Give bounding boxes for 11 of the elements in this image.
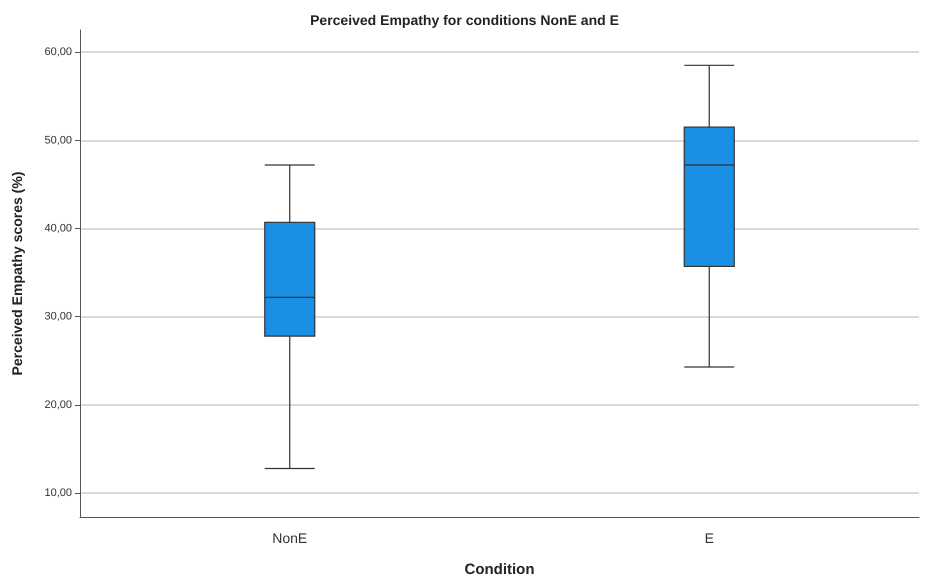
x-axis-title: Condition [464, 561, 534, 578]
y-tick-label: 40,00 [44, 222, 72, 235]
y-tick-label: 60,00 [44, 46, 72, 58]
x-tick-label: E [704, 530, 714, 546]
x-tick-label: NonE [272, 530, 308, 546]
y-tick-label: 20,00 [44, 398, 72, 411]
chart-title: Perceived Empathy for conditions NonE and E [310, 12, 619, 28]
y-tick-label: 30,00 [44, 310, 72, 323]
y-axis-title: Perceived Empathy scores (%) [9, 172, 25, 376]
y-tick-label: 10,00 [44, 487, 72, 500]
y-tick-label: 50,00 [44, 134, 72, 146]
